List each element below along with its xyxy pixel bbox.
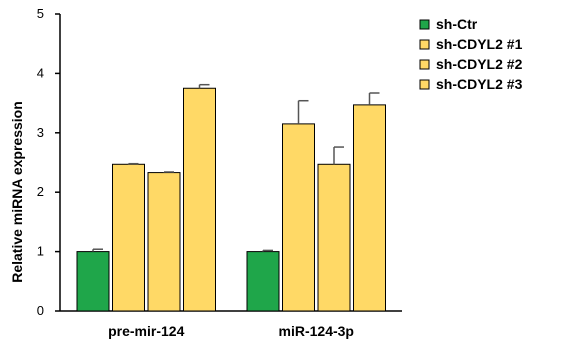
category-label: miR-124-3p — [279, 323, 354, 339]
y-tick-label: 5 — [37, 6, 44, 21]
legend-swatch — [419, 79, 430, 90]
legend: sh-Ctr sh-CDYL2 #1 sh-CDYL2 #2 sh-CDYL2 #3 — [419, 16, 523, 92]
bar — [183, 87, 216, 312]
y-tick-label: 3 — [37, 125, 44, 140]
bars — [76, 87, 386, 312]
legend-label: sh-CDYL2 #2 — [436, 56, 523, 72]
legend-swatch — [419, 59, 430, 70]
bar — [353, 104, 386, 312]
legend-swatch — [419, 19, 430, 30]
category-label: pre-mir-124 — [108, 323, 184, 339]
bar — [147, 172, 181, 312]
y-tick-label: 4 — [37, 65, 44, 80]
bar — [246, 251, 280, 312]
y-tick-label: 2 — [37, 184, 44, 199]
legend-label: sh-Ctr — [436, 16, 478, 32]
y-tick-label: 1 — [37, 244, 44, 259]
bar — [317, 163, 351, 312]
y-tick-label: 0 — [37, 303, 44, 318]
legend-label: sh-CDYL2 #3 — [436, 76, 523, 92]
error-bars — [92, 83, 380, 252]
bar — [112, 163, 145, 312]
legend-swatch — [419, 39, 430, 50]
y-axis-label: Relative miRNA expression — [9, 101, 25, 283]
x-axis: pre-mir-124 miR-124-3p — [60, 310, 402, 339]
legend-label: sh-CDYL2 #1 — [436, 36, 523, 52]
y-axis: 0 1 2 3 4 5 — [37, 6, 61, 318]
bar — [76, 251, 110, 312]
bar — [282, 123, 315, 312]
